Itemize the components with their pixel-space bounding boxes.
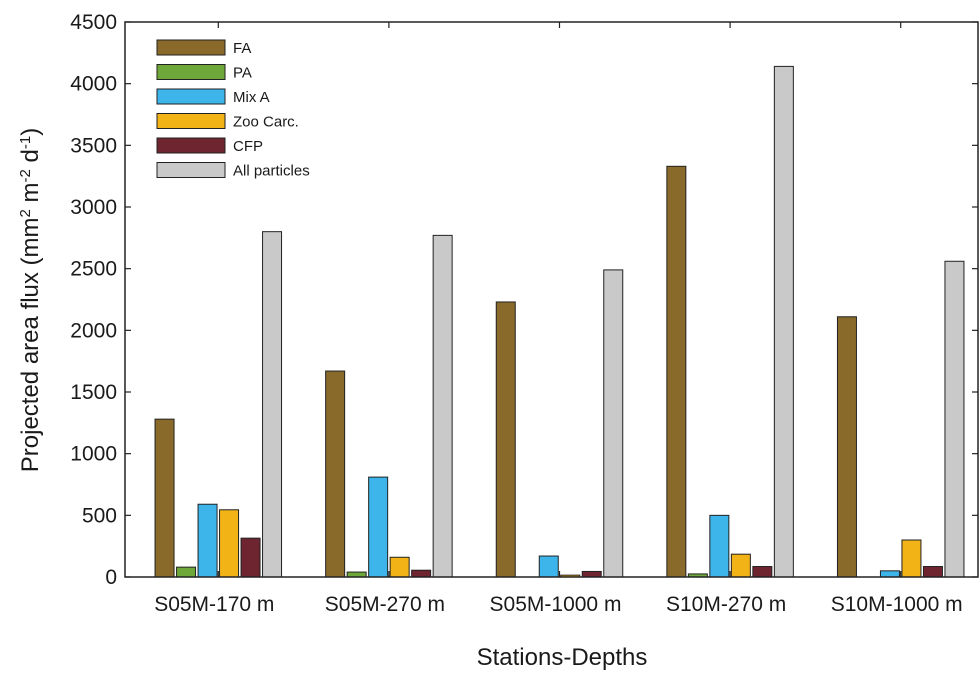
x-tick-label: S10M-270 m — [666, 593, 786, 616]
bar-cfp — [923, 567, 942, 577]
legend-label: Zoo Carc. — [233, 114, 299, 131]
legend-swatch — [157, 65, 225, 80]
legend-label: Mix A — [233, 89, 270, 106]
bar-zoo-carc — [390, 557, 409, 577]
x-tick-label: S10M-1000 m — [831, 593, 963, 616]
x-tick-label: S05M-270 m — [325, 593, 445, 616]
x-axis-title: Stations-Depths — [477, 644, 648, 671]
legend-swatch — [157, 138, 225, 153]
y-tick-label: 1500 — [70, 381, 117, 404]
bar-cfp — [412, 570, 431, 577]
y-tick-label: 0 — [105, 566, 117, 589]
legend-label: CFP — [233, 138, 263, 155]
legend-swatch — [157, 114, 225, 129]
bar-all-particles — [263, 232, 282, 577]
bar-mix-a — [880, 571, 899, 577]
bar-fa — [155, 419, 174, 577]
bar-all-particles — [604, 270, 623, 577]
x-tick-label: S05M-170 m — [154, 593, 274, 616]
y-tick-label: 4000 — [70, 73, 117, 96]
legend-swatch — [157, 40, 225, 55]
legend-label: PA — [233, 65, 252, 82]
y-tick-label: 3000 — [70, 196, 117, 219]
legend-swatch — [157, 163, 225, 178]
legend: FA PA Mix A Zoo Carc. CFP All particles — [157, 40, 310, 180]
y-axis-title: Projected area flux (mm2 m-2 d-1) — [17, 128, 45, 472]
bar-mix-a — [198, 504, 217, 577]
bar-all-particles — [433, 235, 452, 577]
bar-mix-a — [710, 515, 729, 577]
y-tick-label: 500 — [82, 504, 117, 527]
bar-pa — [177, 567, 196, 577]
bar-zoo-carc — [220, 510, 239, 577]
legend-swatch — [157, 89, 225, 104]
bar-fa — [326, 371, 345, 577]
bar-series — [155, 66, 964, 577]
bar-zoo-carc — [731, 554, 750, 577]
bar-all-particles — [774, 66, 793, 577]
bar-cfp — [753, 567, 772, 577]
bar-fa — [667, 166, 686, 577]
bar-fa — [837, 317, 856, 577]
bar-cfp — [241, 538, 260, 577]
x-tick-label: S05M-1000 m — [490, 593, 622, 616]
y-tick-label: 2000 — [70, 319, 117, 342]
legend-label: All particles — [233, 163, 310, 180]
y-tick-label: 1000 — [70, 443, 117, 466]
bar-all-particles — [945, 261, 964, 577]
y-tick-label: 2500 — [70, 258, 117, 281]
bar-cfp — [582, 571, 601, 577]
y-tick-label: 3500 — [70, 134, 117, 157]
legend-label: FA — [233, 40, 251, 57]
y-tick-label: 4500 — [70, 11, 117, 34]
bar-fa — [496, 302, 515, 577]
bar-mix-a — [539, 556, 558, 577]
bar-mix-a — [369, 477, 388, 577]
bar-zoo-carc — [902, 540, 921, 577]
